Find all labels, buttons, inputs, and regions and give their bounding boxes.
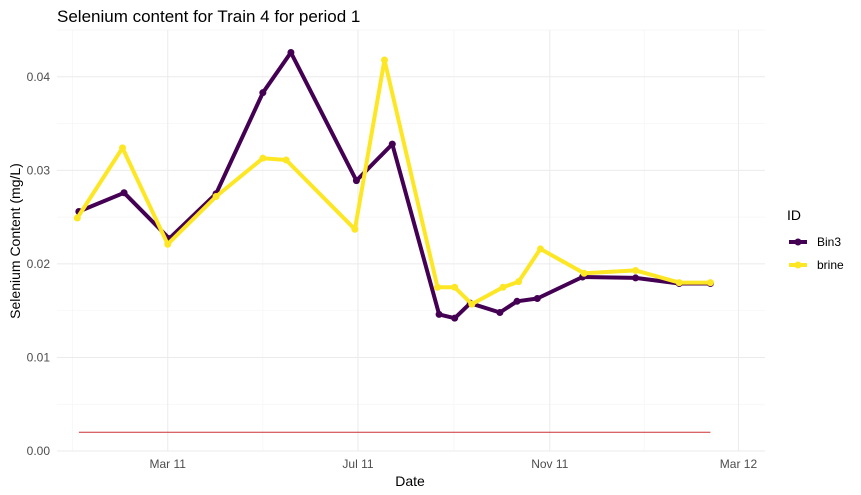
data-point-brine [434, 283, 442, 291]
data-point-bin3 [259, 89, 267, 97]
x-tick-label: Jul 11 [342, 457, 373, 471]
data-point-bin3 [513, 297, 521, 305]
series-line-bin3 [76, 50, 713, 321]
legend-key-point [794, 238, 802, 246]
legend-item-bin3: Bin3 [789, 235, 841, 249]
x-tick-label: Nov 11 [531, 457, 568, 471]
gridlines [57, 29, 765, 452]
data-point-brine [73, 214, 81, 222]
data-point-brine [706, 279, 714, 287]
series-layer [73, 48, 714, 322]
legend-title: ID [787, 207, 801, 223]
data-point-brine [515, 278, 523, 286]
data-point-brine [380, 56, 388, 64]
legend-key-point [794, 261, 802, 269]
series-bin3 [75, 48, 714, 322]
x-axis-title: Date [395, 473, 425, 489]
data-point-bin3 [388, 140, 396, 148]
data-point-brine [468, 300, 476, 308]
legend-label: brine [817, 258, 844, 272]
y-tick-label: 0.04 [27, 70, 51, 84]
y-tick-label: 0.03 [27, 163, 51, 177]
series-brine [73, 56, 714, 308]
data-point-bin3 [435, 310, 443, 318]
y-tick-label: 0.00 [27, 444, 51, 458]
data-point-bin3 [451, 314, 459, 322]
legend-item-brine: brine [789, 258, 844, 272]
data-point-bin3 [120, 189, 128, 197]
data-point-brine [451, 283, 459, 291]
chart-title: Selenium content for Train 4 for period … [57, 7, 360, 26]
data-point-brine [259, 154, 267, 162]
y-tick-label: 0.01 [27, 350, 51, 364]
data-point-brine [212, 193, 220, 201]
data-point-brine [351, 225, 359, 233]
data-point-bin3 [496, 309, 504, 317]
data-point-brine [580, 269, 588, 277]
axis-ticks: 0.00 0.01 0.02 0.03 0.04 Mar 11 Jul 11 Nov 11 Ma… [27, 70, 758, 471]
y-axis-title: Selenium Content (mg/L) [7, 163, 23, 319]
x-tick-label: Mar 12 [720, 457, 758, 471]
data-point-bin3 [287, 48, 295, 56]
data-point-brine [118, 144, 126, 152]
legend-label: Bin3 [817, 235, 841, 249]
y-tick-label: 0.02 [27, 257, 51, 271]
data-point-bin3 [632, 274, 640, 282]
data-point-brine [632, 266, 640, 274]
data-point-brine [675, 279, 683, 287]
data-point-brine [282, 156, 290, 164]
legend-items: Bin3 brine [789, 235, 844, 272]
series-line-brine [75, 57, 713, 307]
data-point-brine [164, 240, 172, 248]
data-point-bin3 [533, 295, 541, 303]
data-point-brine [499, 283, 507, 291]
data-point-bin3 [352, 177, 360, 185]
data-point-brine [536, 245, 544, 253]
legend: ID Bin3 brine [787, 207, 844, 272]
x-tick-label: Mar 11 [149, 457, 186, 471]
